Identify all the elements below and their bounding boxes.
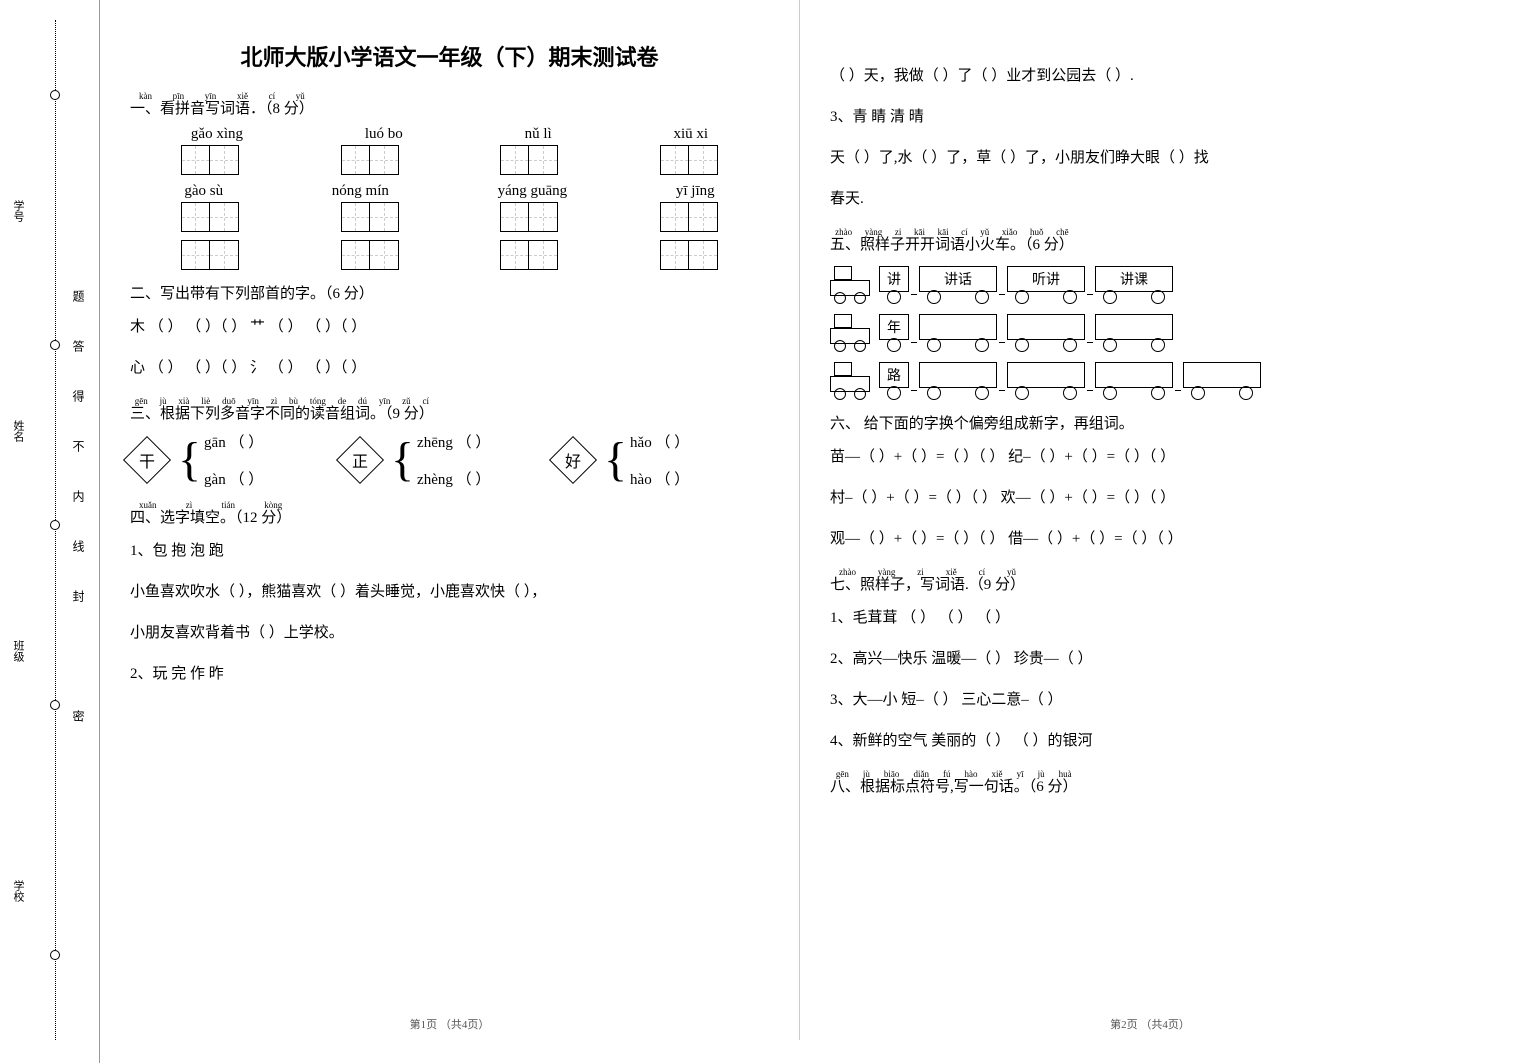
- pinyin-row-2: gào sù nóng mín yáng guāng yī jīng: [130, 183, 769, 200]
- section-2-title: 二、写出带有下列部首的字。（6 分）: [130, 282, 769, 303]
- section-4-title: 四、选字填空。（12 分）xuǎn zì tián kòng: [130, 501, 769, 527]
- sec7-l2: 2、高兴—快乐 温暖—（ ） 珍贵—（ ）: [830, 643, 1470, 676]
- binding-seal: 不: [70, 440, 87, 452]
- pinyin-row-1: gǎo xìng luó bo nǔ lì xiū xi: [130, 126, 769, 143]
- sec4-q3a: 天（ ）了,水（ ）了，草（ ）了，小朋友们睁大眼（ ）找: [830, 142, 1470, 175]
- binding-seal: 题: [70, 290, 87, 302]
- binding-seal: 答: [70, 340, 87, 352]
- page-2-footer: 第2页 （共4页）: [800, 1016, 1500, 1032]
- binding-hole: [50, 700, 60, 710]
- train-row-3: 路: [830, 362, 1470, 400]
- poly-char: 干: [123, 436, 171, 484]
- section-6-title: 六、 给下面的字换个偏旁组成新字，再组词。: [830, 412, 1470, 433]
- train-row-2: 年: [830, 314, 1470, 352]
- binding-seal: 线: [70, 540, 87, 552]
- sec7-l1: 1、毛茸茸 （ ） （ ） （ ）: [830, 602, 1470, 635]
- section-8-title: 八、根据标点符号,写一句话。（6 分）gēn jù biāo diǎn fú h…: [830, 770, 1470, 796]
- sec6-l2: 村–（ ）+（ ）=（ ）（ ） 欢—（ ）+（ ）=（ ）（ ）: [830, 482, 1470, 515]
- train-engine-icon: [830, 362, 874, 400]
- sec7-l3: 3、大—小 短–（ ） 三心二意–（ ）: [830, 684, 1470, 717]
- binding-seal: 内: [70, 490, 87, 502]
- sec4-q2a: （ ）天，我做（ ）了（ ）业才到公园去（ ）.: [830, 60, 1470, 93]
- binding-hole: [50, 520, 60, 530]
- poly-char: 正: [336, 436, 384, 484]
- sec6-l3: 观—（ ）+（ ）=（ ）（ ） 借—（ ）+（ ）=（ ）（ ）: [830, 523, 1470, 556]
- page-2: （ ）天，我做（ ）了（ ）业才到公园去（ ）. 3、青 睛 清 晴 天（ ）了…: [800, 0, 1500, 1040]
- train-section: 讲 讲话 听讲 讲课 年: [830, 266, 1470, 400]
- section-1-title: 一、看拼音写词语．（8 分）kàn pīn yīn xiě cí yǔ: [130, 92, 769, 118]
- sec2-line1: 木 （ ） （ ）（ ） 艹 （ ） （ ）（ ）: [130, 311, 769, 344]
- sec4-q1b: 小朋友喜欢背着书（ ）上学校。: [130, 617, 769, 650]
- grid-row-2: [130, 202, 769, 232]
- binding-hole: [50, 950, 60, 960]
- sec6-l1: 苗—（ ）+（ ）=（ ）（ ） 纪–（ ）+（ ）=（ ）（ ）: [830, 441, 1470, 474]
- binding-hole: [50, 340, 60, 350]
- grid-row-2b: [130, 240, 769, 270]
- train-engine-icon: [830, 314, 874, 352]
- binding-id: 学号: [10, 200, 26, 222]
- polyphone-row: 干 { gān （ ）gàn （ ） 正 { zhēng （ ）zhèng （ …: [130, 431, 769, 489]
- binding-seal: 密: [70, 710, 87, 722]
- sec2-line2: 心 （ ） （ ）（ ） 氵 （ ） （ ）（ ）: [130, 352, 769, 385]
- page-1-footer: 第1页 （共4页）: [100, 1016, 799, 1032]
- train-engine-icon: [830, 266, 874, 304]
- sec7-l4: 4、新鲜的空气 美丽的（ ） （ ）的银河: [830, 725, 1470, 758]
- grid-row-1: [130, 145, 769, 175]
- sec4-q1a: 小鱼喜欢吹水（ ），熊猫喜欢（ ）着头睡觉，小鹿喜欢快（ ），: [130, 576, 769, 609]
- binding-seal: 封: [70, 590, 87, 602]
- section-3-title: 三、根据下列多音字不同的读音组词。（9 分）gēn jù xià liè duō…: [130, 397, 769, 423]
- binding-seal: 得: [70, 390, 87, 402]
- page-1: 北师大版小学语文一年级（下）期末测试卷 一、看拼音写词语．（8 分）kàn pī…: [100, 0, 800, 1040]
- section-5-title: 五、照样子开开词语小火车。（6 分）zhào yàng zi kāi kāi c…: [830, 228, 1470, 254]
- binding-name-label: 姓名: [10, 420, 26, 442]
- sec4-q3b: 春天.: [830, 183, 1470, 216]
- train-row-1: 讲 讲话 听讲 讲课: [830, 266, 1470, 304]
- exam-title: 北师大版小学语文一年级（下）期末测试卷: [130, 40, 769, 72]
- poly-char: 好: [549, 436, 597, 484]
- binding-hole: [50, 90, 60, 100]
- binding-class: 班级: [10, 640, 26, 662]
- binding-line: [55, 20, 56, 1040]
- binding-school: 学校: [10, 880, 26, 902]
- sec4-q1-head: 1、包 抱 泡 跑: [130, 535, 769, 568]
- section-7-title: 七、照样子，写词语.（9 分）zhào yàng zi xiě cí yǔ: [830, 568, 1470, 594]
- sec4-q3-head: 3、青 睛 清 晴: [830, 101, 1470, 134]
- sec4-q2-head: 2、玩 完 作 昨: [130, 658, 769, 691]
- binding-margin: 学校 班级 姓名 学号 密 封 线 内 不 得 答 题: [0, 0, 100, 1063]
